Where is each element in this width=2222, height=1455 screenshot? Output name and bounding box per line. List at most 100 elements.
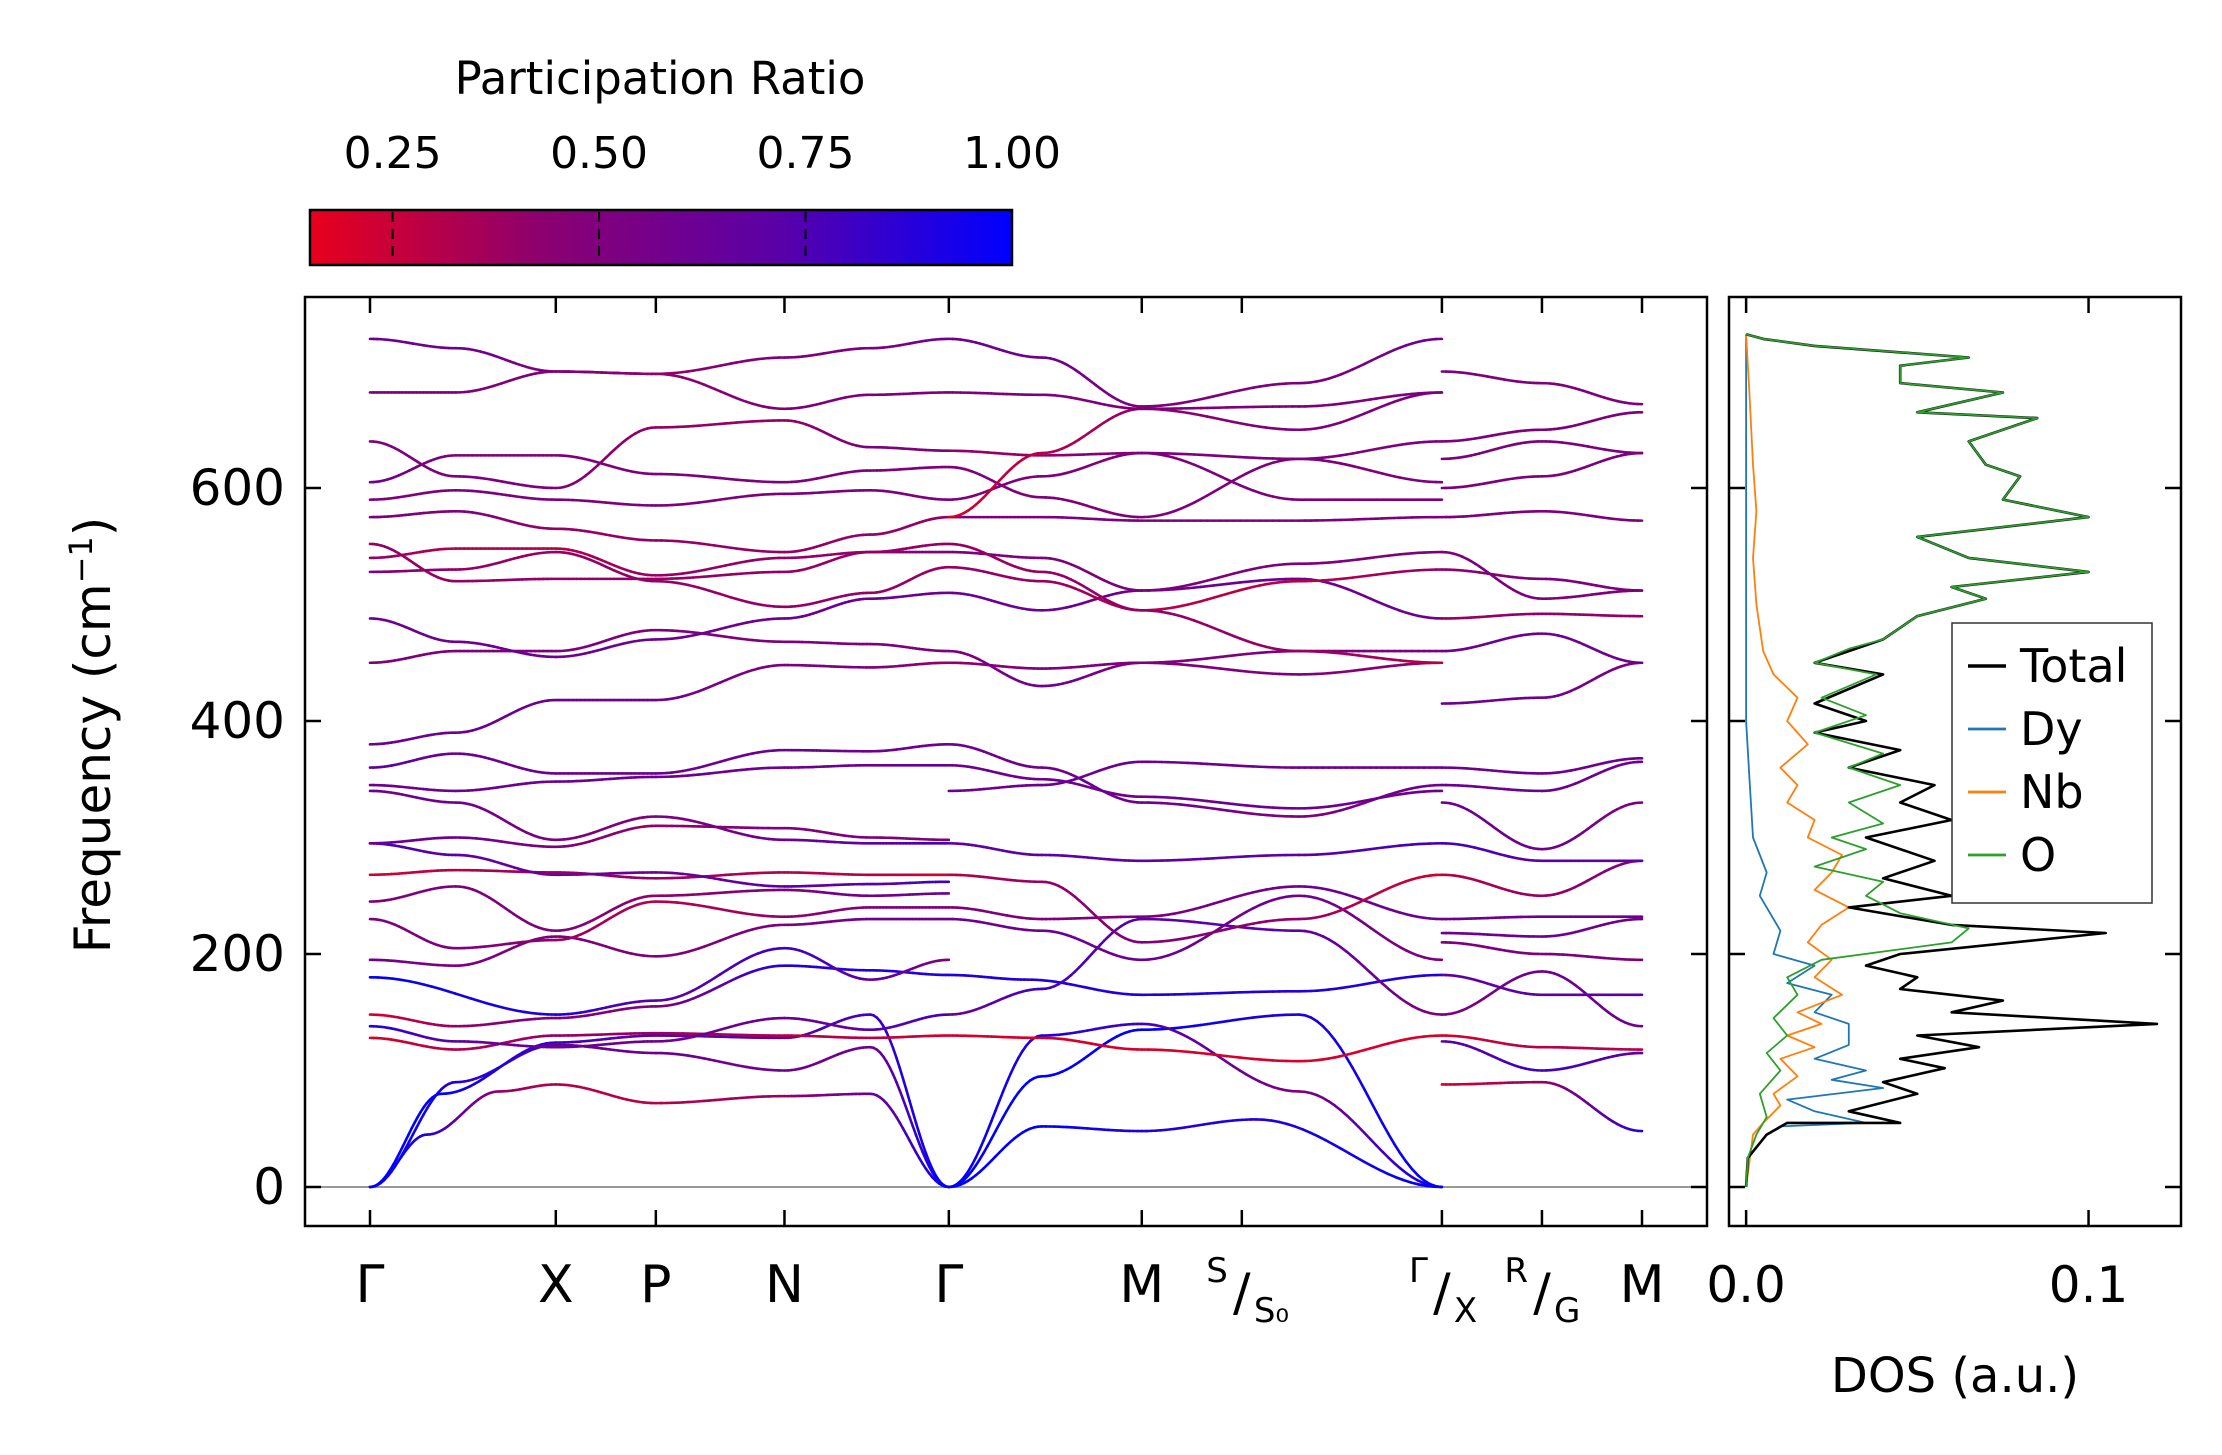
band-branch bbox=[368, 842, 951, 888]
band-branch bbox=[368, 964, 951, 1028]
band-segment bbox=[901, 1097, 908, 1110]
colorbar: Participation Ratio 0.25 0.50 0.75 1.00 bbox=[308, 52, 1061, 267]
band-segment bbox=[477, 999, 488, 1005]
band-segment bbox=[1005, 1072, 1013, 1084]
band-branch bbox=[368, 789, 951, 845]
band-branch bbox=[368, 661, 951, 746]
band-segment bbox=[1404, 1160, 1414, 1171]
band-segment bbox=[1375, 1110, 1384, 1125]
band-segment bbox=[469, 997, 480, 1003]
band-segment bbox=[1324, 1138, 1335, 1146]
band-segment bbox=[990, 1109, 997, 1123]
band-segment bbox=[523, 1010, 534, 1015]
band-segment bbox=[901, 1077, 908, 1091]
band-segment bbox=[391, 977, 403, 982]
band-branch bbox=[368, 489, 951, 507]
band-branch bbox=[368, 1043, 951, 1189]
band-segment bbox=[1332, 1143, 1343, 1151]
band-segment bbox=[927, 1160, 934, 1171]
phonon-bands bbox=[368, 337, 1644, 1189]
colorbar-tick-label: 0.50 bbox=[550, 128, 648, 179]
band-segment bbox=[1355, 1156, 1366, 1164]
band-branch bbox=[368, 1083, 951, 1189]
band-segment bbox=[1009, 1063, 1016, 1075]
band-segment bbox=[1339, 1147, 1351, 1155]
band-segment bbox=[908, 1099, 915, 1114]
band-segment bbox=[1363, 1088, 1372, 1103]
band-segment bbox=[986, 1119, 993, 1133]
band-branch bbox=[368, 946, 951, 1016]
band-segment bbox=[1357, 1077, 1366, 1091]
band-segment bbox=[515, 1009, 527, 1014]
band-branch bbox=[947, 885, 1444, 921]
band-segment bbox=[1392, 1142, 1402, 1155]
band-segment bbox=[1347, 1151, 1359, 1159]
band-segment bbox=[993, 1100, 1001, 1113]
band-segment bbox=[997, 1090, 1005, 1103]
band-branch bbox=[368, 454, 951, 484]
band-segment bbox=[911, 1110, 918, 1125]
band-branch bbox=[368, 900, 951, 950]
band-branch bbox=[947, 917, 1444, 1016]
band-segment bbox=[438, 987, 449, 993]
kpath-ticks bbox=[368, 297, 1644, 1226]
band-segment bbox=[898, 1066, 905, 1080]
band-segment bbox=[914, 1133, 921, 1146]
colorbar-tick-label: 0.75 bbox=[757, 128, 855, 179]
band-segment bbox=[891, 1047, 898, 1059]
band-segment bbox=[978, 1138, 985, 1151]
band-segment bbox=[407, 979, 418, 985]
band-segment bbox=[1327, 1031, 1337, 1042]
band-segment bbox=[904, 1106, 911, 1119]
band-segment bbox=[895, 1080, 902, 1092]
band-segment bbox=[508, 1007, 519, 1013]
band-segment bbox=[461, 994, 472, 1000]
band-segment bbox=[921, 1150, 928, 1161]
band-segment bbox=[1381, 1121, 1390, 1136]
band-segment bbox=[492, 1003, 503, 1009]
band-segment bbox=[422, 983, 434, 988]
band-branch bbox=[368, 1013, 951, 1189]
band-branch bbox=[368, 591, 951, 659]
colorbar-tick-labels: 0.25 0.50 0.75 1.00 bbox=[344, 128, 1061, 179]
colorbar-tick-label: 1.00 bbox=[963, 128, 1061, 179]
band-segment bbox=[895, 1056, 902, 1070]
band-segment bbox=[924, 1151, 931, 1164]
band-segment bbox=[888, 1038, 895, 1050]
band-segment bbox=[415, 981, 426, 986]
band-segment bbox=[1369, 1099, 1378, 1114]
band-branch bbox=[368, 509, 951, 554]
band-segment bbox=[891, 1073, 898, 1084]
band-branch bbox=[368, 917, 951, 967]
band-segment bbox=[982, 1129, 989, 1142]
band-segment bbox=[908, 1115, 915, 1128]
band-segment bbox=[1345, 1056, 1354, 1070]
band-branch bbox=[368, 628, 951, 665]
band-branch bbox=[368, 742, 951, 775]
band-segment bbox=[1387, 1132, 1396, 1146]
band-segment bbox=[911, 1124, 918, 1137]
band-segment bbox=[921, 1142, 928, 1155]
band-segment bbox=[500, 1005, 511, 1011]
band-branch bbox=[947, 842, 1444, 863]
band-branch bbox=[368, 337, 951, 394]
colorbar-bar bbox=[308, 208, 1014, 267]
band-segment bbox=[1001, 1080, 1009, 1093]
band-segment bbox=[974, 1147, 982, 1159]
band-segment bbox=[1370, 1164, 1382, 1172]
band-segment bbox=[453, 992, 465, 998]
colorbar-tick-label: 0.25 bbox=[344, 128, 442, 179]
band-segment bbox=[918, 1132, 924, 1146]
band-segment bbox=[918, 1142, 924, 1154]
band-segment bbox=[399, 978, 411, 983]
band-segment bbox=[898, 1089, 905, 1101]
band-branch bbox=[368, 885, 951, 933]
band-segment bbox=[430, 985, 441, 991]
band-branch bbox=[947, 1118, 1444, 1189]
band-branch bbox=[368, 1013, 951, 1049]
band-segment bbox=[904, 1088, 911, 1103]
band-segment bbox=[446, 989, 457, 995]
band-segment bbox=[914, 1121, 921, 1136]
band-branch bbox=[368, 763, 951, 793]
